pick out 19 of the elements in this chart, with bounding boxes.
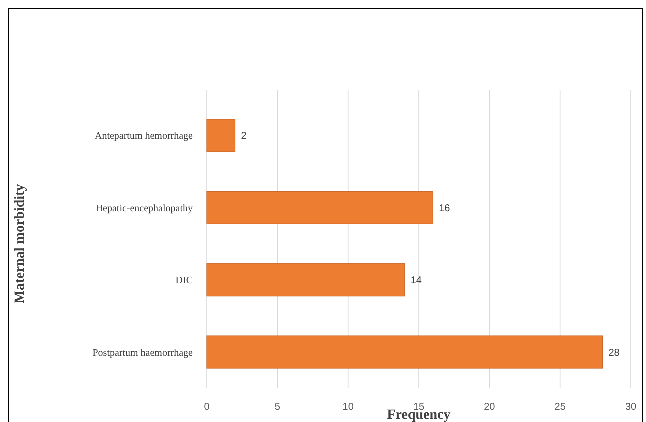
y-tick-label: Hepatic-encephalopathy <box>96 203 193 214</box>
y-tick-label: DIC <box>176 276 194 287</box>
data-label: 2 <box>241 131 248 142</box>
bar <box>206 336 604 369</box>
data-label: 28 <box>608 348 620 359</box>
data-label: 16 <box>439 203 451 214</box>
bar <box>206 191 434 224</box>
y-tick-label: Antepartum hemorrhage <box>94 131 194 142</box>
bar <box>206 264 406 297</box>
x-tick-label: 20 <box>484 402 496 413</box>
x-tick-label: 25 <box>554 402 566 413</box>
data-label: 14 <box>410 276 422 287</box>
y-tick-label: Postpartum haemorrhage <box>92 348 194 359</box>
x-tick-label: 10 <box>342 402 354 413</box>
y-axis-title: Maternal morbidity <box>13 184 28 304</box>
bar <box>206 119 236 152</box>
x-tick-label: 0 <box>204 402 210 413</box>
x-tick-label: 5 <box>274 402 281 413</box>
x-tick-label: 30 <box>625 402 637 413</box>
